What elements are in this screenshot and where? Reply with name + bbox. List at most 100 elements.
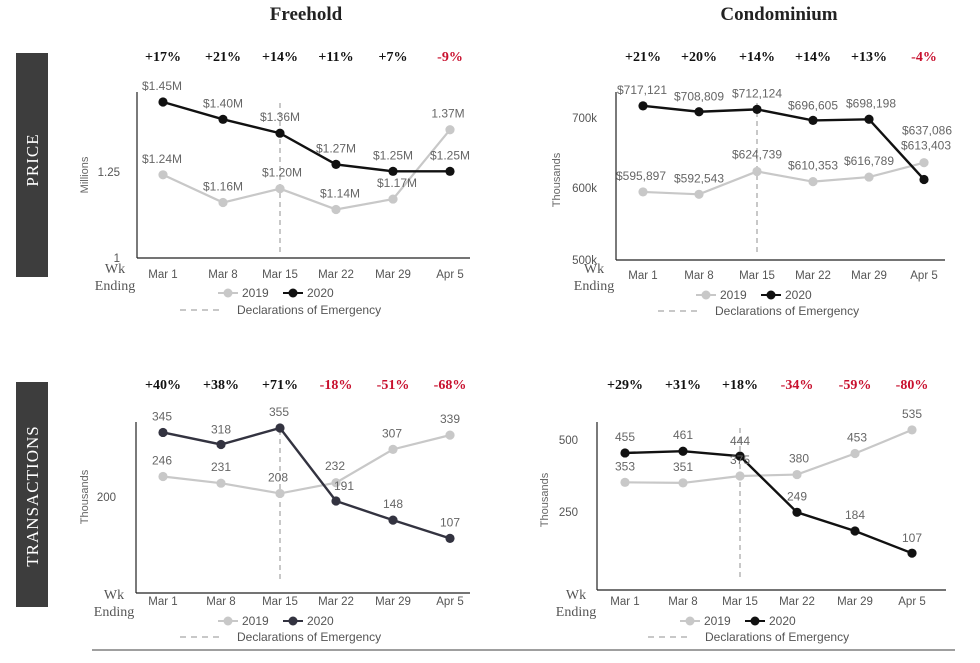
chart-3-pct-change: +71% (262, 378, 298, 393)
chart-2-pct-change: +13% (851, 50, 887, 65)
chart-4-series-2020-label: 444 (730, 434, 750, 448)
chart-3-series-2019-label: 307 (382, 426, 402, 440)
chart-3-y-label: Thousands (79, 469, 91, 524)
chart-3-series-2019-point (445, 430, 455, 440)
chart-1-x-tick: Mar 29 (375, 269, 411, 281)
chart-2-series-2019-label: $610,353 (788, 159, 838, 173)
chart-3-series-2019-label: 231 (211, 460, 231, 474)
chart-4-series-2020-point (678, 446, 688, 456)
chart-3-pct-change: -51% (377, 378, 410, 393)
chart-4-series-2020-point (735, 451, 745, 461)
row-label-price-bg (16, 53, 48, 277)
chart-4-series-2020-label: 107 (902, 531, 922, 545)
chart-2-series-2019-point (919, 158, 929, 168)
chart-1-series-2020-point (218, 114, 228, 124)
chart-1-pct-change: +7% (379, 50, 408, 65)
chart-4-x-label-line2: Ending (556, 605, 596, 620)
chart-2-series-2020-label: $708,809 (674, 90, 724, 104)
chart-4-series-2020-point (907, 548, 917, 558)
chart-4-x-tick: Mar 1 (610, 596, 639, 608)
chart-4-y-tick: 500 (559, 435, 578, 447)
chart-4-x-tick: Mar 22 (779, 596, 815, 608)
chart-2-series-2020-line (642, 104, 925, 181)
chart-2-series-2020-point (638, 101, 648, 111)
chart-2-series-2020-point (752, 104, 762, 114)
chart-1-x-tick: Mar 8 (208, 269, 237, 281)
chart-2-x-tick: Apr 5 (910, 270, 938, 282)
chart-4-series-2019-point (850, 448, 860, 459)
chart-2-series-2019-point (808, 177, 818, 187)
chart-1-legend-2019-marker (223, 288, 233, 298)
chart-1-series-2020-label: $1.25M (430, 148, 470, 162)
row-label-price: PRICE (23, 133, 42, 186)
chart-1-x-tick: Mar 22 (318, 269, 354, 281)
chart-4-series-2019-label: 535 (902, 407, 922, 421)
chart-4-x-tick: Mar 15 (722, 596, 758, 608)
chart-2-x-tick: Mar 29 (851, 270, 887, 282)
chart-4-y-label: Thousands (539, 472, 551, 527)
chart-1-series-2019-label: $1.16M (203, 180, 243, 194)
chart-1-legend-2019-label: 2019 (242, 286, 269, 300)
chart-1-legend-2020-label: 2020 (307, 286, 334, 300)
chart-3-series-2020-point (158, 427, 168, 438)
chart-4-x-tick: Mar 29 (837, 596, 873, 608)
chart-4-legend-2019-marker (685, 616, 695, 626)
chart-1-series-2020-label: $1.25M (373, 148, 413, 162)
chart-1-series-2020-label: $1.45M (142, 79, 182, 93)
chart-4-legend-2019-label: 2019 (704, 614, 731, 628)
chart-1-series-2019-point (388, 194, 398, 204)
chart-4-series-2019-label: 353 (615, 459, 635, 473)
chart-3-series-2020-label: 148 (383, 497, 403, 511)
chart-2-series-2019-point (864, 172, 874, 182)
chart-1-x-tick: Apr 5 (436, 269, 464, 281)
chart-2-y-tick: 600k (572, 183, 597, 195)
chart-4-x-tick: Apr 5 (898, 596, 926, 608)
chart-4-series-2019-point (907, 425, 917, 435)
chart-3-series-2019-label: 339 (440, 412, 460, 426)
chart-2-series-2019-point (638, 187, 648, 197)
chart-3-series-2020-label: 355 (269, 405, 289, 419)
chart-2-x-tick: Mar 15 (739, 270, 775, 282)
chart-1-series-2019-point (445, 125, 455, 135)
chart-2-series-2020-label: $613,403 (901, 138, 951, 152)
chart-4-series-2019-line (624, 428, 913, 485)
chart-1-series-2020-point (158, 97, 168, 107)
chart-4-x-label-line1: Wk (566, 588, 586, 603)
chart-2-x-label-line1: Wk (584, 262, 604, 277)
chart-4-pct-change: +31% (665, 378, 701, 393)
chart-2-series-2019-point (694, 189, 704, 199)
chart-2-pct-change: -4% (911, 50, 937, 65)
chart-1-x-label-line1: Wk (105, 262, 125, 277)
chart-4-series-2019-label: 375 (730, 453, 750, 467)
chart-1-pct-change: -9% (437, 50, 463, 65)
chart-1-series-2019-line (162, 129, 451, 211)
chart-3-series-2020-point (445, 533, 455, 544)
chart-3-series-2019-point (275, 488, 285, 499)
chart-2-x-tick: Mar 22 (795, 270, 831, 282)
chart-2-series-2020-label: $717,121 (617, 83, 667, 97)
chart-3-series-2019-label: 208 (268, 470, 288, 484)
chart-1-y-label: Millions (79, 156, 91, 193)
chart-2-y-tick: 500k (572, 255, 597, 267)
chart-2-legend-2019-label: 2019 (720, 288, 747, 302)
chart-4-series-2019-point (620, 477, 630, 487)
chart-2-series-2019-line (642, 161, 925, 196)
chart-1-series-2019-point (218, 197, 228, 208)
row-label-transactions: TRANSACTIONS (23, 425, 42, 566)
chart-3-series-2020-label: 345 (152, 409, 172, 423)
chart-2-x-label-line2: Ending (574, 279, 614, 294)
chart-3-y-tick: 200 (97, 492, 116, 504)
chart-1-legend-emergency-label: Declarations of Emergency (237, 303, 381, 317)
chart-2-series-2020-point (694, 107, 704, 117)
chart-3-series-2020-point (388, 515, 398, 525)
chart-2-series-2019-label: $616,789 (844, 154, 894, 168)
chart-4-series-2020-point (620, 448, 630, 458)
chart-4-pct-change: +29% (607, 378, 643, 393)
chart-2-series-2020-point (808, 115, 818, 126)
chart-2-legend-2020-marker (766, 290, 776, 300)
chart-1-series-2020-point (331, 159, 341, 169)
chart-1-series-2019-point (275, 184, 285, 194)
chart-3-x-label-line2: Ending (94, 605, 134, 620)
chart-2-series-2019-label: $637,086 (902, 124, 952, 138)
chart-2-series-2019-point (752, 166, 762, 177)
